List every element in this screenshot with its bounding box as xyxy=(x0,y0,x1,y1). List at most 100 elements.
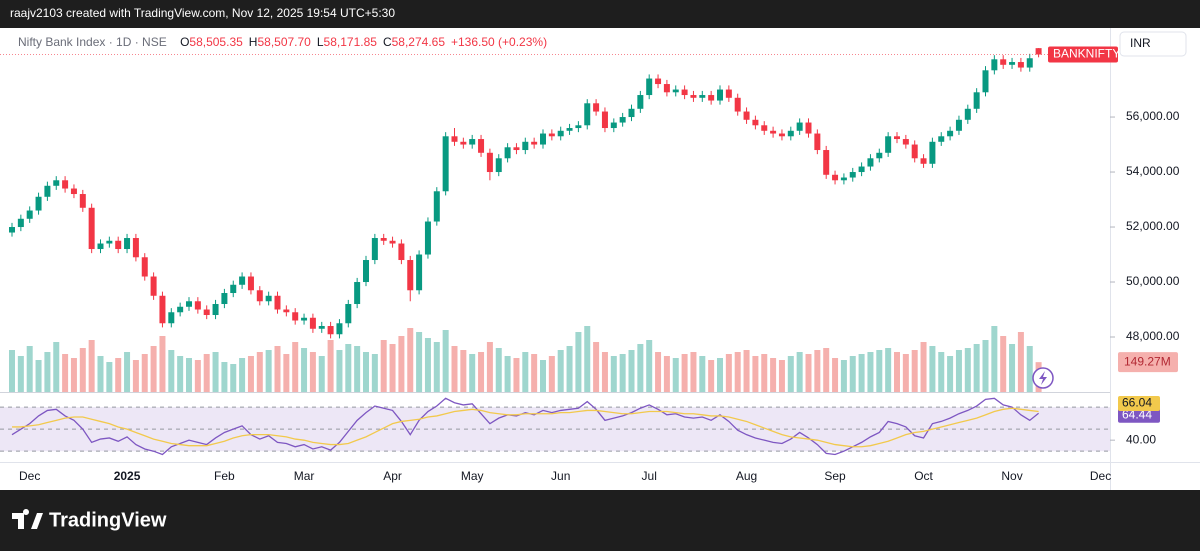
candle xyxy=(699,90,706,102)
candle xyxy=(177,302,184,317)
volume-bar xyxy=(619,354,626,392)
candle xyxy=(256,286,263,306)
volume-bar xyxy=(97,356,104,392)
candle-body xyxy=(690,95,697,98)
volume-bar xyxy=(239,358,246,392)
axis-labels: 48,000.00 50,000.00 52,000.00 54,000.00 56,0… xyxy=(19,46,1180,483)
candle xyxy=(301,313,308,325)
candle xyxy=(734,93,741,116)
candle-body xyxy=(894,136,900,140)
rsi-line xyxy=(12,407,1039,448)
candle-body xyxy=(840,177,847,181)
candle xyxy=(964,104,971,124)
candle xyxy=(380,233,387,245)
candle-body xyxy=(327,326,334,335)
candle xyxy=(309,313,316,333)
candle-body xyxy=(725,89,732,98)
candle-body xyxy=(398,243,405,261)
candle-body xyxy=(610,122,617,129)
candle-body xyxy=(885,136,892,153)
x-tick-label: Feb xyxy=(214,469,235,483)
volume-bar xyxy=(62,354,69,392)
volume-bar xyxy=(53,342,60,392)
rsi-value-box xyxy=(1118,395,1160,411)
volume-bar xyxy=(1017,332,1024,392)
currency-label[interactable]: INR xyxy=(1130,36,1151,50)
candle-body xyxy=(1009,62,1016,65)
volume-bar xyxy=(371,354,378,392)
currency-button[interactable]: INR xyxy=(1119,31,1187,57)
volume-bar xyxy=(575,332,582,392)
candle xyxy=(79,189,86,212)
candle-body xyxy=(1035,48,1042,55)
candle xyxy=(247,272,254,295)
candle-body xyxy=(380,238,387,241)
candle-body xyxy=(495,158,502,173)
volume-bar xyxy=(363,352,369,392)
currency-button-box[interactable] xyxy=(1119,31,1187,57)
candle-body xyxy=(301,317,308,321)
legend: Nifty Bank Index · 1D · NSE O58,505.35 H5… xyxy=(18,35,547,49)
brand: TradingView xyxy=(12,509,167,531)
volume-bar xyxy=(548,356,555,392)
candle-body xyxy=(17,218,24,228)
candle-body xyxy=(212,304,219,316)
volume-bar xyxy=(823,348,830,392)
volume-layer xyxy=(9,326,1042,392)
volume-bar xyxy=(540,360,546,392)
volume-bar xyxy=(938,352,945,392)
ohlc-value: 58,507.70 xyxy=(257,35,311,49)
candle-body xyxy=(566,128,573,131)
candle xyxy=(646,74,653,100)
candle xyxy=(911,140,918,163)
volume-bar xyxy=(106,362,113,392)
volume-bar xyxy=(663,356,670,392)
candle-body xyxy=(557,130,564,137)
volume-bar xyxy=(761,354,768,392)
header-text: raajv2103 created with TradingView.com, … xyxy=(10,6,395,20)
candle-body xyxy=(982,70,989,93)
candle-layer xyxy=(0,48,1110,339)
candle xyxy=(557,126,564,141)
volume-bar xyxy=(460,350,467,392)
candle xyxy=(26,206,33,223)
candle-body xyxy=(593,103,600,112)
candle xyxy=(35,192,42,215)
volume-bar xyxy=(699,356,706,392)
volume-bar xyxy=(531,354,538,392)
volume-bar xyxy=(433,342,440,392)
candle xyxy=(832,170,839,185)
candle-body xyxy=(770,130,777,134)
candle xyxy=(681,85,688,100)
volume-bar xyxy=(230,364,237,392)
volume-bar xyxy=(124,352,131,392)
candle-body xyxy=(239,276,246,285)
candle-body xyxy=(717,89,723,101)
candle xyxy=(504,143,511,163)
candle xyxy=(672,85,679,97)
candle-body xyxy=(150,276,157,296)
ohlc-value: 58,171.85 xyxy=(324,35,378,49)
candle xyxy=(469,134,476,149)
volume-bar xyxy=(159,336,166,392)
volume-bar xyxy=(725,354,732,392)
candle-body xyxy=(876,152,883,159)
indicator-icon[interactable] xyxy=(1032,367,1054,389)
candle xyxy=(1035,48,1042,58)
candle-body xyxy=(832,174,839,181)
candle-body xyxy=(646,78,653,96)
candle xyxy=(292,308,299,325)
x-tick-label: Dec xyxy=(1090,469,1111,483)
candle-body xyxy=(97,243,104,250)
volume-bar xyxy=(318,356,325,392)
candle-body xyxy=(823,150,830,175)
candle xyxy=(902,134,909,149)
lightning-icon[interactable] xyxy=(1039,371,1047,385)
x-tick-label: Jun xyxy=(551,469,570,483)
candle-body xyxy=(256,290,263,302)
candle-body xyxy=(345,304,352,324)
candle-body xyxy=(991,59,998,71)
candle-body xyxy=(186,301,192,307)
candle-body xyxy=(628,108,635,118)
